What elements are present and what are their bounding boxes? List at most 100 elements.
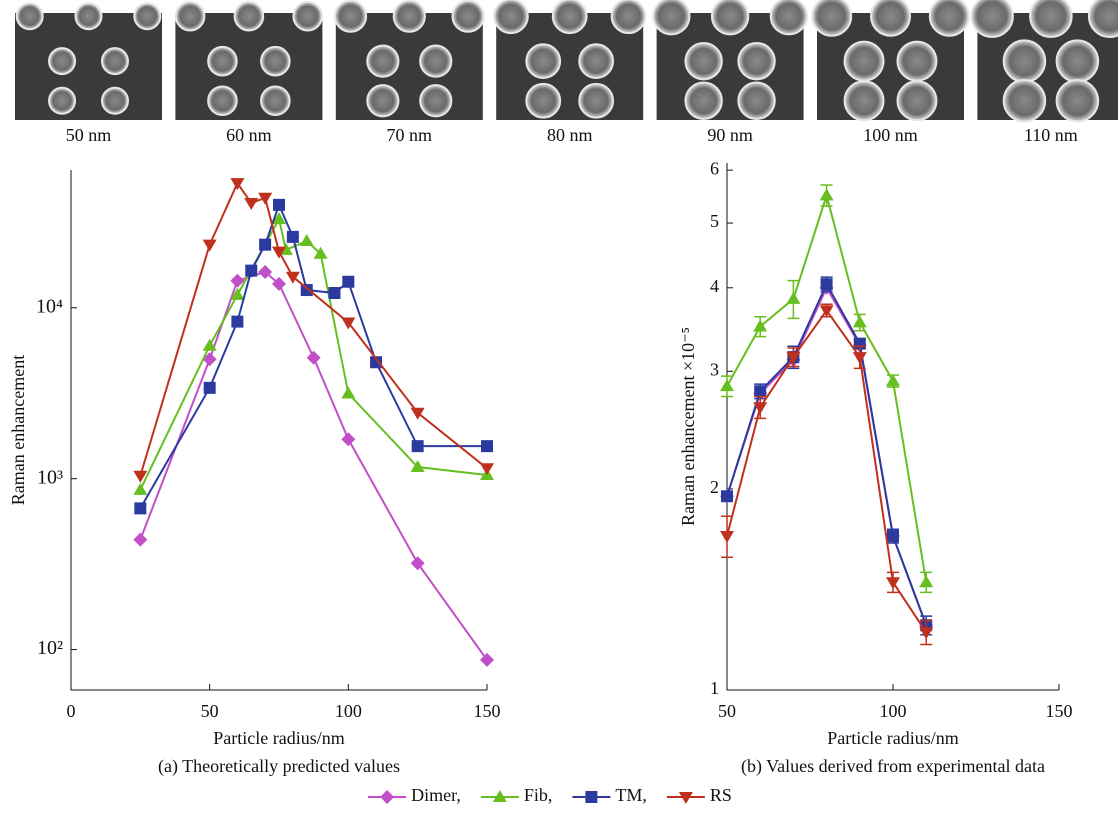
x-tick-label: 150 [1046, 701, 1073, 721]
series-line [726, 285, 928, 626]
particle [578, 43, 615, 80]
marker [886, 577, 900, 590]
marker [341, 432, 356, 447]
image-label: 100 nm [863, 125, 918, 145]
marker [887, 530, 899, 543]
marker [786, 352, 801, 365]
marker [753, 402, 768, 415]
marker [341, 386, 356, 399]
marker [258, 192, 273, 205]
particle [366, 44, 400, 78]
marker [328, 287, 341, 300]
chart: 50 100 150 1 2 3 4 5 6 Particle radius/nm (b) Valu… [678, 158, 1072, 777]
legend-item: TM, [572, 785, 647, 805]
particle [684, 81, 723, 120]
image-label: 110 nm [1024, 125, 1078, 145]
chart: 0 50 100 150 10² 10³ 10⁴ Particle radius/nm (a) … [8, 170, 501, 777]
particle [1029, 0, 1073, 39]
marker [230, 178, 245, 191]
particle [292, 0, 324, 32]
marker [286, 230, 299, 243]
x-tick-label: 100 [335, 701, 362, 721]
sem-image [652, 0, 809, 120]
marker [202, 338, 217, 351]
particle [843, 40, 885, 82]
series [134, 198, 493, 515]
image-background [15, 13, 162, 120]
marker [886, 374, 900, 387]
series [720, 184, 934, 594]
particle [578, 82, 615, 119]
chart-caption: (b) Values derived from experimental dat… [741, 756, 1045, 777]
sem-image [174, 0, 324, 120]
marker [480, 652, 494, 667]
particle [737, 41, 776, 81]
particle [260, 45, 291, 77]
particle [174, 0, 206, 32]
marker [852, 352, 867, 365]
y-tick-label: 5 [710, 211, 719, 231]
marker [259, 238, 272, 251]
particle [843, 80, 885, 122]
marker [231, 315, 244, 328]
y-tick-label: 10³ [37, 466, 63, 488]
legend-item: Fib, [480, 785, 553, 805]
legend-label: TM, [615, 785, 647, 805]
sem-image [15, 2, 162, 120]
particle [652, 0, 691, 36]
x-tick-label: 0 [67, 701, 76, 721]
particle [684, 41, 723, 81]
marker [245, 264, 258, 277]
sem-image [333, 0, 485, 120]
x-tick-label: 50 [718, 701, 736, 721]
sem-images: 50 nm 60 nm 70 nm 80 nm 90 nm 100 nm 110 nm [15, 0, 1118, 145]
x-axis-label: Particle radius/nm [213, 728, 344, 748]
legend-item: Dimer, [368, 785, 461, 805]
marker [272, 212, 286, 225]
marker [313, 246, 328, 259]
particle [233, 0, 265, 32]
series [720, 303, 934, 646]
marker [133, 470, 148, 483]
y-tick-label: 4 [710, 276, 719, 296]
sem-image [970, 0, 1118, 123]
x-tick-label: 150 [474, 701, 501, 721]
marker [244, 198, 259, 211]
marker [819, 305, 834, 318]
marker [272, 276, 286, 291]
series [133, 178, 494, 483]
particle [1002, 39, 1047, 83]
particle [1002, 78, 1047, 123]
marker [480, 463, 494, 476]
particle [207, 85, 238, 117]
marker [342, 275, 355, 288]
marker [492, 790, 507, 802]
image-label: 80 nm [547, 125, 593, 145]
particle [811, 0, 853, 37]
series-line [139, 181, 488, 477]
particle [100, 47, 129, 76]
particle [710, 0, 750, 36]
particle [392, 0, 426, 33]
marker [481, 440, 493, 453]
particle [610, 0, 647, 35]
y-tick-label: 1 [710, 678, 719, 698]
particle [737, 81, 776, 120]
particle [525, 82, 562, 119]
particle [15, 2, 44, 31]
marker [341, 317, 356, 330]
particle [366, 84, 400, 118]
image-label: 50 nm [66, 125, 112, 145]
marker [820, 278, 833, 291]
x-tick-label: 100 [880, 701, 907, 721]
marker [306, 350, 321, 365]
legend-label: RS [710, 785, 732, 805]
marker [258, 264, 273, 279]
marker [410, 407, 425, 420]
particle [207, 45, 238, 77]
series-line [139, 270, 488, 661]
legend-label: Fib, [524, 785, 553, 805]
particle [451, 0, 485, 33]
marker [585, 791, 598, 803]
